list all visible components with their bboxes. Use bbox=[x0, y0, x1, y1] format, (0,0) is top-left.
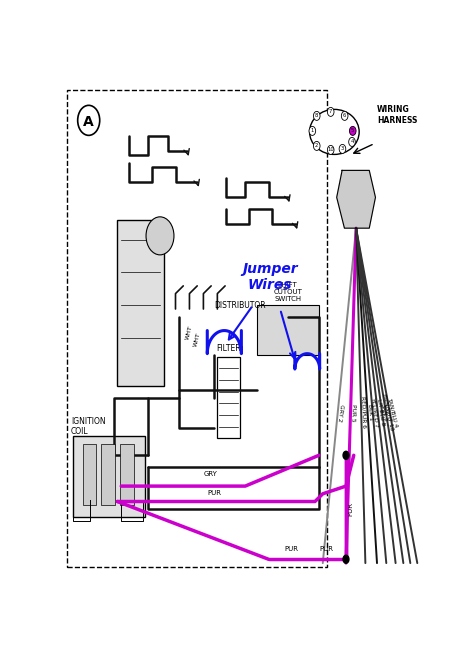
Text: 7: 7 bbox=[329, 109, 332, 114]
Text: 3: 3 bbox=[341, 146, 344, 151]
Circle shape bbox=[313, 142, 320, 150]
Text: 8: 8 bbox=[315, 113, 319, 118]
Circle shape bbox=[349, 126, 356, 135]
Text: WHT: WHT bbox=[192, 332, 201, 348]
Text: DISTRIBUTOR: DISTRIBUTOR bbox=[214, 301, 266, 309]
Circle shape bbox=[341, 111, 348, 120]
Text: 4: 4 bbox=[350, 139, 354, 144]
Circle shape bbox=[339, 144, 346, 153]
Bar bbox=[120, 444, 134, 505]
Bar bbox=[257, 305, 319, 355]
Circle shape bbox=[313, 111, 320, 120]
Bar bbox=[101, 444, 115, 505]
Bar bbox=[82, 444, 96, 505]
Bar bbox=[118, 220, 164, 386]
Bar bbox=[73, 436, 145, 517]
Text: YEL/RED 7: YEL/RED 7 bbox=[371, 396, 380, 428]
Circle shape bbox=[343, 451, 349, 460]
Ellipse shape bbox=[310, 109, 359, 155]
Circle shape bbox=[343, 555, 349, 564]
Text: GRY 2: GRY 2 bbox=[337, 404, 344, 422]
Text: BLK 1: BLK 1 bbox=[367, 404, 373, 421]
Circle shape bbox=[328, 107, 334, 116]
Text: A: A bbox=[83, 115, 94, 129]
Circle shape bbox=[328, 146, 334, 155]
Text: FILTER: FILTER bbox=[216, 344, 240, 353]
Text: WIRING
HARNESS: WIRING HARNESS bbox=[377, 105, 418, 125]
Text: PUR: PUR bbox=[347, 502, 354, 516]
Text: 5: 5 bbox=[351, 129, 355, 133]
Text: GRY: GRY bbox=[203, 471, 217, 476]
Text: IGNITION
COIL: IGNITION COIL bbox=[71, 417, 106, 436]
Text: PUR: PUR bbox=[319, 545, 334, 552]
Text: LIT BLU 8: LIT BLU 8 bbox=[376, 398, 385, 426]
Text: SHIFT
CUTOUT
SWITCH: SHIFT CUTOUT SWITCH bbox=[273, 282, 302, 302]
Circle shape bbox=[146, 217, 174, 255]
Text: BRN/WHT 10: BRN/WHT 10 bbox=[382, 393, 395, 431]
Text: RED/PUR 6: RED/PUR 6 bbox=[361, 396, 367, 428]
Text: 1: 1 bbox=[310, 129, 314, 133]
Polygon shape bbox=[337, 170, 375, 228]
Circle shape bbox=[309, 126, 316, 135]
Text: PUR 5: PUR 5 bbox=[350, 404, 356, 421]
Circle shape bbox=[349, 137, 356, 146]
Text: PUR: PUR bbox=[285, 545, 299, 552]
Text: WHT: WHT bbox=[185, 324, 193, 340]
Text: PUR: PUR bbox=[207, 490, 221, 496]
Text: TAN 3: TAN 3 bbox=[381, 403, 389, 421]
Text: TAN/BLU 4: TAN/BLU 4 bbox=[386, 396, 398, 427]
Text: 2: 2 bbox=[315, 144, 319, 148]
Bar bbox=[67, 90, 327, 567]
Text: 6: 6 bbox=[343, 113, 346, 118]
Text: Jumper
Wires: Jumper Wires bbox=[242, 261, 298, 292]
Bar bbox=[217, 357, 240, 438]
Text: 10: 10 bbox=[328, 148, 334, 152]
